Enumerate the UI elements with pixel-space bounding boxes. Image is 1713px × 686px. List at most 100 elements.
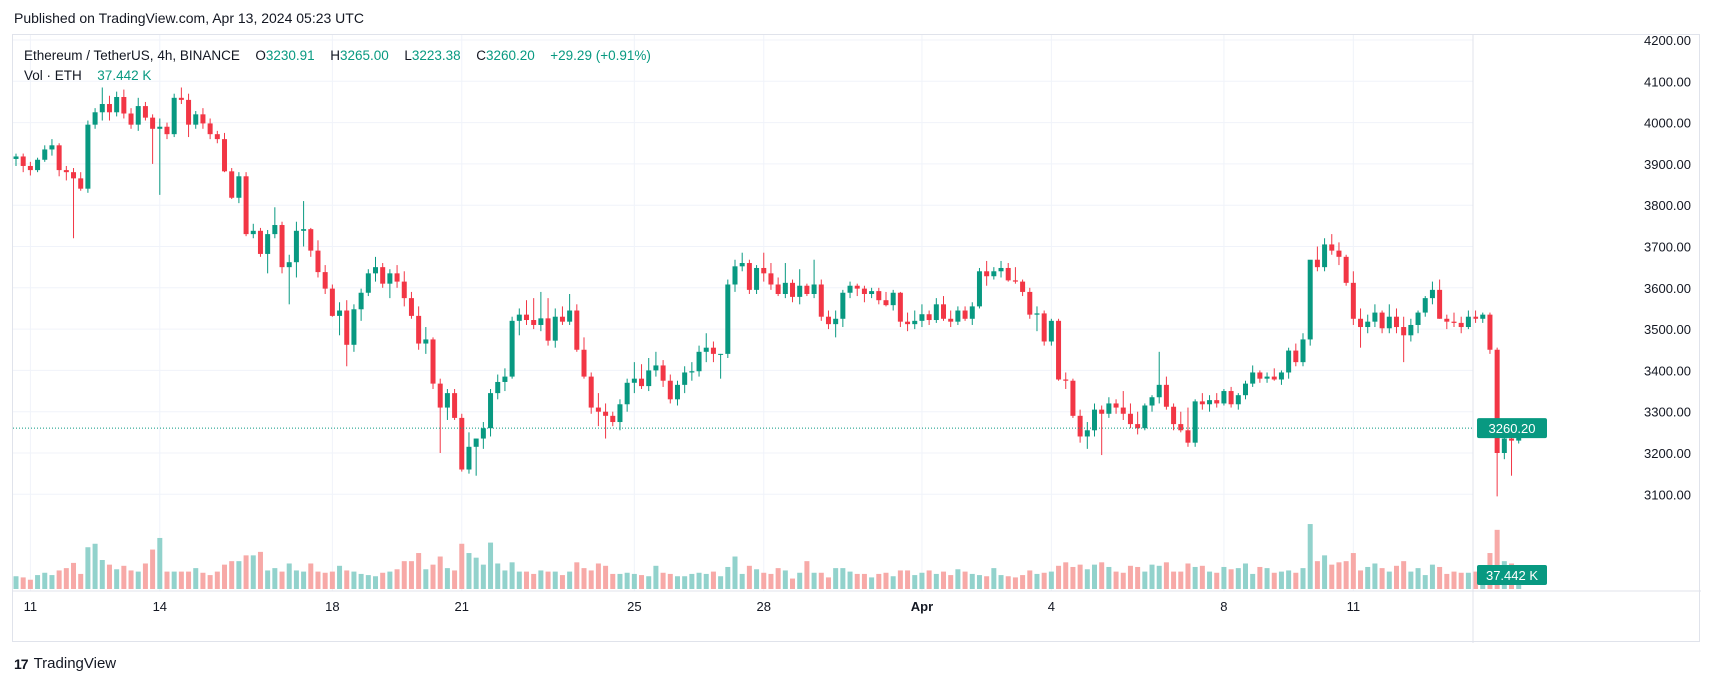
volume-bar (897, 570, 903, 589)
volume-bar (1084, 569, 1090, 589)
candle-body (1465, 316, 1471, 328)
volume-bar (876, 573, 882, 589)
candle-body (1314, 259, 1320, 268)
volume-bar (1336, 562, 1342, 589)
candle-body (1451, 321, 1457, 323)
volume-bar (811, 572, 817, 589)
volume-bar (315, 571, 321, 589)
candle-body (818, 284, 824, 317)
volume-bar (1465, 572, 1471, 589)
candles (13, 87, 1522, 497)
volume-bar (394, 569, 400, 589)
volume-bar (1235, 568, 1241, 589)
volume-bar (1099, 562, 1105, 589)
y-tick-label: 3800.00 (1644, 198, 1691, 213)
volume-bar (1372, 563, 1378, 589)
volume-bar (49, 575, 55, 589)
volume-bar (912, 575, 918, 589)
volume-bar (689, 573, 695, 589)
volume-bar (42, 572, 48, 589)
volume-bar (1163, 562, 1169, 589)
volume-bar (1056, 565, 1062, 589)
candle-body (1278, 372, 1284, 380)
candle-body (689, 371, 695, 373)
volume-bar (1271, 572, 1277, 589)
volume-bar (20, 577, 26, 589)
candle-body (969, 306, 975, 319)
candle-body (1120, 407, 1126, 414)
candle-body (552, 316, 558, 341)
candle-body (509, 320, 515, 377)
volume-bar (1012, 577, 1018, 589)
volume-bar (1142, 571, 1148, 589)
candlestick-chart[interactable]: 4200.00 4100.00 4000.00 3900.00 3800.00 3700.… (13, 35, 1701, 643)
candle-body (1084, 430, 1090, 437)
candle-body (1429, 289, 1435, 299)
candle-body (1235, 395, 1241, 405)
candle-body (876, 291, 882, 301)
candle-body (1041, 313, 1047, 342)
volume-bar (380, 572, 386, 589)
candle-body (1063, 379, 1069, 381)
volume-bar (1127, 565, 1133, 589)
x-tick-label: 21 (455, 599, 469, 614)
volume-bar (1077, 564, 1083, 589)
candle-body (804, 285, 810, 294)
volume-bar (1379, 568, 1385, 589)
volume-bar (1048, 571, 1054, 589)
x-tick-label: 28 (757, 599, 771, 614)
volume-bar (1228, 569, 1234, 589)
volume-bar (1041, 572, 1047, 589)
candle-body (214, 134, 220, 140)
candle-body (1192, 401, 1198, 443)
volume-bar (329, 571, 335, 589)
tradingview-brand[interactable]: 17 TradingView (14, 655, 116, 672)
candle-body (581, 349, 587, 377)
candle-body (373, 267, 378, 274)
candle-body (1171, 406, 1177, 425)
candle-body (1509, 438, 1515, 441)
candle-body (1271, 376, 1277, 380)
candle-body (667, 380, 673, 400)
candle-body (1487, 314, 1493, 350)
volume-bar (1027, 570, 1033, 589)
volume-bar (933, 573, 939, 589)
volume-bar (1350, 553, 1356, 589)
volume-bar (257, 551, 263, 589)
chart-frame[interactable]: 4200.00 4100.00 4000.00 3900.00 3800.00 3700.… (12, 34, 1701, 643)
volume-bar (825, 577, 831, 589)
candle-body (423, 339, 429, 344)
volume-bar (286, 563, 292, 589)
candle-body (1135, 424, 1141, 429)
volume-bar (1422, 575, 1428, 589)
last-price-label: 3260.20 (1489, 421, 1536, 436)
volume-bar (804, 561, 810, 589)
legend-o-label: O (255, 48, 266, 63)
legend-change: +29.29 (+0.91%) (550, 48, 651, 63)
volume-bar (135, 571, 141, 589)
volume-bar (1120, 572, 1126, 589)
volume-bar (373, 576, 378, 589)
volume-bar (1063, 562, 1069, 589)
volume-bar (1314, 561, 1320, 589)
candle-body (157, 126, 163, 129)
volume-bar (775, 568, 781, 589)
volume-bar (1286, 570, 1292, 589)
volume-bar (603, 565, 609, 589)
candle-body (984, 271, 990, 277)
candle-body (955, 310, 961, 322)
x-tick-label: Apr (911, 599, 933, 614)
candle-body (861, 288, 867, 294)
volume-bar (1199, 565, 1205, 589)
candle-body (1228, 391, 1234, 405)
x-tick-label: 25 (627, 599, 641, 614)
x-tick-label: 8 (1220, 599, 1227, 614)
volume-bar (1494, 529, 1500, 589)
volume-bar (322, 572, 328, 589)
candle-body (933, 304, 939, 321)
candle-body (1300, 339, 1306, 363)
volume-bar (164, 571, 170, 589)
published-header: Published on TradingView.com, Apr 13, 20… (14, 10, 364, 26)
candle-body (1221, 391, 1227, 404)
candle-body (739, 263, 745, 267)
